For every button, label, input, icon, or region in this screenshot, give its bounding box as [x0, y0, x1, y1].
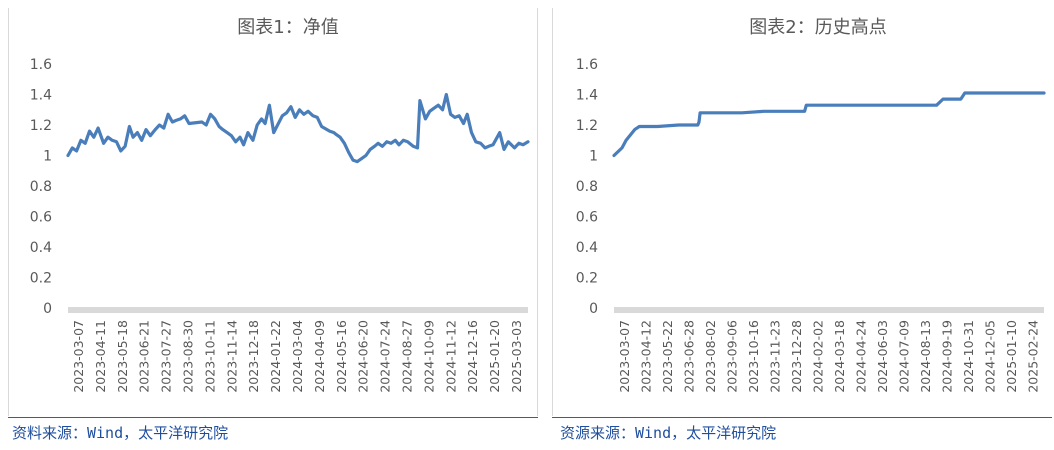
x-tick-label: 2023-08-30: [180, 320, 195, 393]
x-tick-label: 2023-07-27: [159, 320, 174, 393]
series-line: [612, 91, 1046, 158]
x-axis-line: [614, 307, 1044, 313]
y-tick-label: 1.6: [576, 57, 598, 73]
x-tick-label: 2023-10-16: [746, 320, 761, 393]
source-rule: [552, 417, 1052, 418]
y-tick-label: 1: [43, 149, 52, 165]
x-tick-label: 2023-03-07: [71, 320, 86, 393]
source-rule: [8, 417, 538, 418]
x-tick-label: 2024-09-19: [939, 320, 954, 393]
x-tick-label: 2025-01-20: [487, 320, 502, 393]
x-tick-label: 2024-08-13: [918, 320, 933, 393]
panel-divider-left: [8, 8, 9, 416]
y-tick-label: 0.4: [576, 240, 598, 256]
y-tick-label: 0.4: [30, 240, 52, 256]
x-tick-label: 2024-08-27: [400, 320, 415, 393]
x-tick-label: 2024-11-12: [443, 320, 458, 393]
chart-panel-nav: 图表1：净值 0 0.2 0.4 0.6 0.8 1 1.2 1.4 1.6 2023-03-07 2…: [8, 8, 538, 442]
chart-panel-high: 图表2：历史高点 0 0.2 0.4 0.6 0.8 1 1.2 1.4 1.6 2023-03-0…: [548, 0, 1054, 450]
y-tick-label: 1.4: [576, 88, 598, 104]
y-tick-label: 0.8: [30, 179, 52, 195]
x-axis-line: [68, 307, 528, 313]
x-tick-label: 2024-07-09: [896, 320, 911, 393]
x-tick-label: 2024-04-09: [312, 320, 327, 393]
x-tick-label: 2025-02-24: [1025, 320, 1040, 393]
x-tick-label: 2024-12-16: [465, 320, 480, 393]
x-tick-label: 2024-10-31: [961, 320, 976, 393]
y-tick-label: 0.2: [30, 271, 52, 287]
x-tick-label: 2023-06-28: [681, 320, 696, 393]
x-tick-label: 2023-04-11: [93, 320, 108, 393]
y-tick-label: 0.6: [30, 210, 52, 226]
x-tick-label: 2023-11-14: [224, 320, 239, 393]
x-tick-label: 2024-04-24: [853, 320, 868, 393]
x-tick-label: 2023-08-02: [703, 320, 718, 393]
source-note: 资料来源：Wind，太平洋研究院: [12, 424, 229, 442]
chart-title: 图表1：净值: [237, 17, 338, 38]
x-tick-label: 2023-05-18: [115, 320, 130, 393]
y-tick-label: 1.2: [576, 118, 598, 134]
x-tick-label: 2025-03-03: [509, 320, 524, 393]
panel-divider-right: [537, 8, 538, 416]
y-tick-label: 0: [43, 301, 52, 317]
x-tick-label: 2023-11-23: [767, 320, 782, 393]
x-tick-label: 2023-12-28: [789, 320, 804, 393]
x-tick-label: 2023-10-11: [202, 320, 217, 393]
y-tick-label: 1.2: [30, 118, 52, 134]
panel-divider-left: [552, 8, 553, 416]
x-tick-label: 2024-07-24: [378, 320, 393, 393]
x-tick-label: 2024-01-22: [268, 320, 283, 393]
y-tick-label: 1: [589, 149, 598, 165]
x-tick-label: 2023-12-18: [246, 320, 261, 393]
x-tick-label: 2024-03-04: [290, 320, 305, 393]
source-note: 资源来源：Wind，太平洋研究院: [560, 424, 777, 442]
x-tick-label: 2023-05-22: [660, 320, 675, 393]
x-tick-label: 2023-04-12: [638, 320, 653, 393]
chart-title: 图表2：历史高点: [749, 17, 886, 38]
series-line: [66, 92, 530, 164]
x-tick-label: 2024-06-20: [356, 320, 371, 393]
x-tick-label: 2024-02-02: [810, 320, 825, 393]
x-tick-label: 2024-05-16: [334, 320, 349, 393]
x-tick-label: 2023-03-07: [617, 320, 632, 393]
y-tick-label: 0.2: [576, 271, 598, 287]
y-tick-label: 0.6: [576, 210, 598, 226]
x-tick-label: 2024-06-03: [875, 320, 890, 393]
x-tick-label: 2024-03-18: [832, 320, 847, 393]
y-tick-label: 1.4: [30, 88, 52, 104]
x-tick-label: 2023-06-21: [137, 320, 152, 393]
nav-chart: 图表1：净值 0 0.2 0.4 0.6 0.8 1 1.2 1.4 1.6 2023-03-07 2…: [30, 17, 530, 393]
y-tick-label: 0: [589, 301, 598, 317]
y-tick-label: 0.8: [576, 179, 598, 195]
x-tick-label: 2024-10-09: [421, 320, 436, 393]
y-tick-label: 1.6: [30, 57, 52, 73]
high-chart: 图表2：历史高点 0 0.2 0.4 0.6 0.8 1 1.2 1.4 1.6 2023-03-0…: [576, 17, 1046, 393]
x-tick-label: 2023-09-06: [724, 320, 739, 393]
x-tick-label: 2025-01-10: [1004, 320, 1019, 393]
x-tick-label: 2024-12-05: [982, 320, 997, 393]
